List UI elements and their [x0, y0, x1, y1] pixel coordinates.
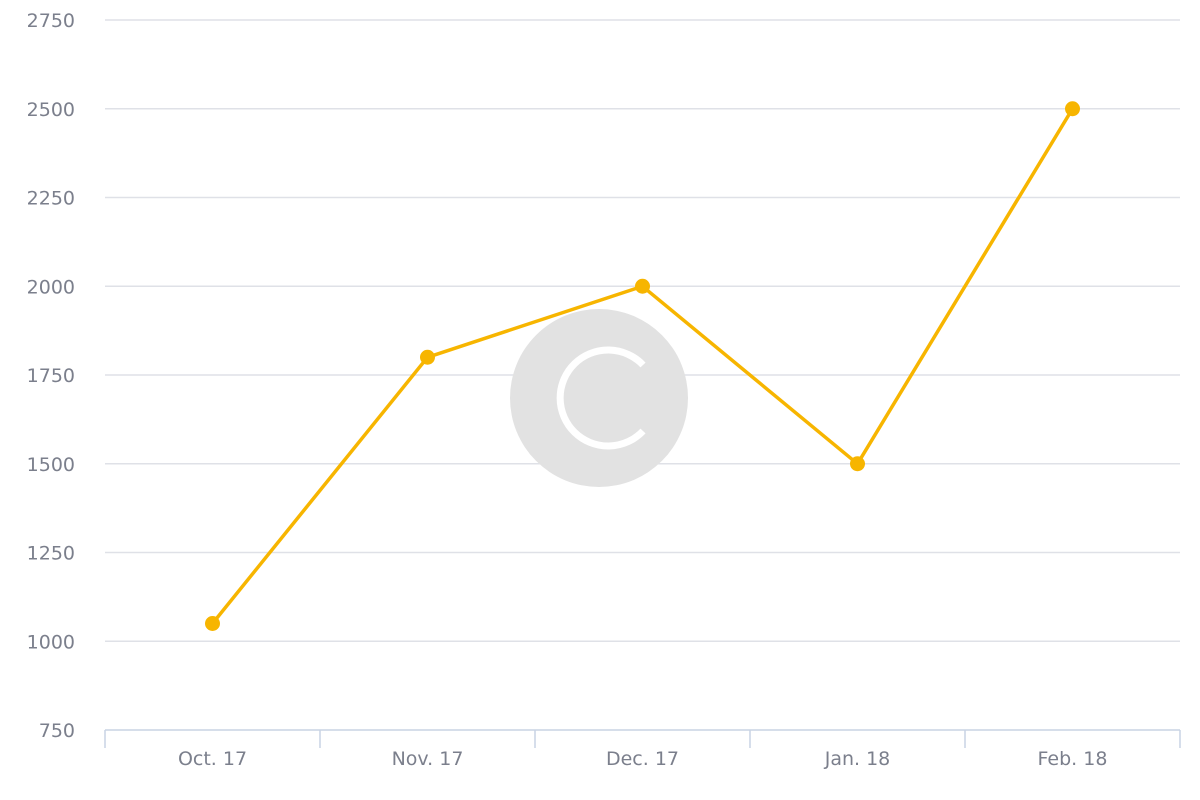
y-axis-tick-labels: 750 1000 1250 1500 1750 2000 2250 2500 2750 [27, 10, 75, 742]
x-tick-label: Feb. 18 [1038, 748, 1108, 770]
y-tick-label: 750 [39, 720, 75, 742]
y-tick-label: 2500 [27, 99, 75, 121]
x-tick-label: Oct. 17 [178, 748, 247, 770]
y-tick-label: 1500 [27, 454, 75, 476]
data-point[interactable] [850, 456, 865, 472]
x-tick-label: Nov. 17 [392, 748, 464, 770]
y-tick-label: 1000 [27, 631, 75, 653]
copyright-icon [510, 309, 688, 487]
y-tick-label: 2750 [27, 10, 75, 32]
data-point[interactable] [1065, 101, 1080, 117]
data-point[interactable] [420, 349, 435, 365]
y-tick-label: 2000 [27, 276, 75, 298]
data-point[interactable] [635, 278, 650, 294]
x-tick-label: Jan. 18 [824, 748, 891, 770]
data-points [205, 101, 1080, 631]
x-tick-label: Dec. 17 [606, 748, 679, 770]
data-point[interactable] [205, 616, 220, 631]
x-axis: Oct. 17 Nov. 17 Dec. 17 Jan. 18 Feb. 18 [104, 729, 1181, 770]
y-tick-label: 2250 [27, 188, 75, 210]
y-tick-label: 1750 [27, 365, 75, 387]
y-tick-label: 1250 [27, 543, 75, 565]
